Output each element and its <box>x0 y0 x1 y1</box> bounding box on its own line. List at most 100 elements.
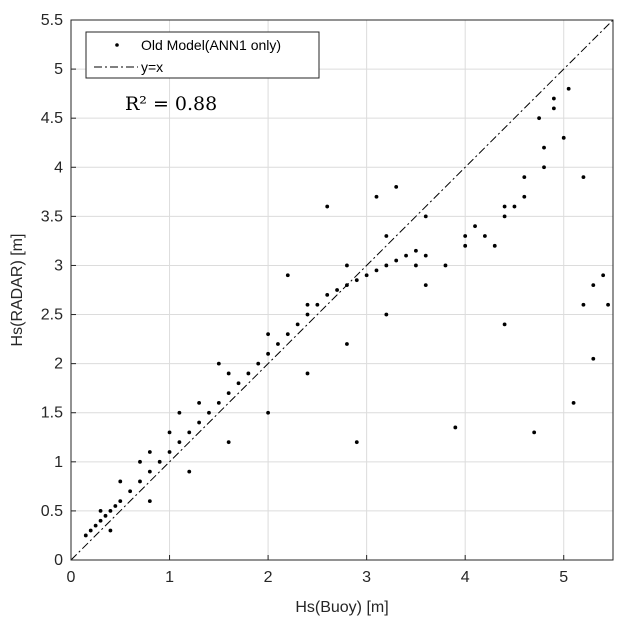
scatter-point <box>147 450 152 454</box>
y-axis-ticks: 0 0.5 1 1.5 2 2.5 3 3.5 4 4.5 5 5.5 <box>41 12 76 569</box>
scatter-point <box>384 234 389 238</box>
scatter-point <box>345 342 349 346</box>
x-tick-label: 4 <box>461 569 470 586</box>
y-tick-label: 3.5 <box>41 208 63 225</box>
scatter-point <box>187 430 192 435</box>
y-tick-label: 1.5 <box>41 405 63 422</box>
scatter-point <box>473 224 477 229</box>
scatter-point <box>295 322 300 327</box>
r-squared-annotation: R² = 0.88 <box>125 93 217 115</box>
scatter-point <box>236 381 241 386</box>
scatter-point <box>374 194 379 199</box>
scatter-point <box>246 371 251 376</box>
scatter-point <box>414 263 418 268</box>
x-tick-label: 1 <box>165 569 174 586</box>
x-tick-label: 2 <box>264 569 273 586</box>
scatter-point <box>285 332 290 337</box>
scatter-point <box>305 371 310 376</box>
scatter-point <box>197 420 202 425</box>
y-tick-label: 0.5 <box>41 503 63 520</box>
scatter-point <box>138 479 142 484</box>
legend-label-old-model: Old Model(ANN1 only) <box>141 37 281 53</box>
scatter-point <box>226 371 231 376</box>
y-tick-label: 5 <box>54 61 63 78</box>
scatter-point <box>335 288 339 292</box>
scatter-point <box>502 322 507 327</box>
scatter-point <box>542 165 546 170</box>
scatter-point <box>157 459 162 464</box>
scatter-point <box>207 410 211 415</box>
scatter-point <box>591 283 596 287</box>
scatter-point <box>522 175 527 179</box>
scatter-point <box>93 523 98 528</box>
scatter-point <box>502 214 507 219</box>
scatter-point <box>88 528 93 533</box>
scatter-point <box>581 302 586 307</box>
scatter-point <box>571 401 576 405</box>
scatter-point <box>325 293 330 297</box>
scatter-point <box>384 263 389 268</box>
scatter-point <box>305 312 310 317</box>
legend-label-y-equals-x: y=x <box>141 59 163 75</box>
scatter-point <box>394 258 399 263</box>
scatter-point <box>147 469 152 474</box>
scatter-point <box>216 361 221 366</box>
x-tick-label: 5 <box>559 569 568 586</box>
scatter-point <box>177 410 182 415</box>
scatter-point <box>197 401 202 405</box>
scatter-point <box>414 248 418 253</box>
scatter-point <box>384 312 389 317</box>
scatter-point <box>266 410 270 415</box>
scatter-point <box>423 283 428 287</box>
scatter-point <box>443 263 448 268</box>
y-tick-label: 1 <box>54 454 63 471</box>
y-tick-label: 2 <box>54 356 63 373</box>
scatter-point <box>463 243 468 248</box>
scatter-point <box>453 425 458 430</box>
scatter-point <box>423 214 428 219</box>
x-tick-label: 0 <box>67 569 76 586</box>
y-tick-label: 4 <box>54 159 63 176</box>
scatter-point <box>606 302 610 307</box>
scatter-point <box>551 106 556 111</box>
y-tick-label: 0 <box>54 552 63 569</box>
scatter-point <box>285 273 290 278</box>
scatter-point <box>216 401 221 405</box>
scatter-point <box>315 302 320 307</box>
y-tick-label: 2.5 <box>41 307 63 324</box>
scatter-point <box>325 204 330 209</box>
scatter-point <box>305 302 310 307</box>
scatter-point <box>522 194 527 199</box>
x-tick-label: 3 <box>362 569 371 586</box>
scatter-point <box>167 450 172 454</box>
y-tick-label: 4.5 <box>41 110 63 127</box>
scatter-point <box>187 469 192 474</box>
scatter-point <box>354 278 359 283</box>
scatter-point <box>532 430 537 435</box>
scatter-point <box>561 135 566 140</box>
plot-frame <box>70 19 614 561</box>
scatter-point <box>354 440 359 445</box>
data-points <box>83 86 610 538</box>
scatter-point <box>118 479 123 484</box>
scatter-point <box>167 430 172 435</box>
scatter-point <box>177 440 182 445</box>
scatter-point <box>256 361 261 366</box>
scatter-point <box>492 243 497 248</box>
scatter-point <box>581 175 586 179</box>
y-tick-label: 3 <box>54 257 63 274</box>
scatter-point <box>364 273 369 278</box>
legend-box <box>85 31 320 79</box>
scatter-point <box>147 499 152 503</box>
scatter-point <box>266 332 270 337</box>
scatter-point <box>423 253 428 258</box>
scatter-point <box>502 204 507 209</box>
scatter-point <box>374 268 379 273</box>
scatter-point <box>83 533 88 538</box>
legend: Old Model(ANN1 only) y=x <box>85 31 320 79</box>
scatter-point <box>537 116 541 121</box>
scatter-point <box>118 499 123 503</box>
scatter-point <box>113 504 118 508</box>
scatter-point <box>512 204 517 209</box>
